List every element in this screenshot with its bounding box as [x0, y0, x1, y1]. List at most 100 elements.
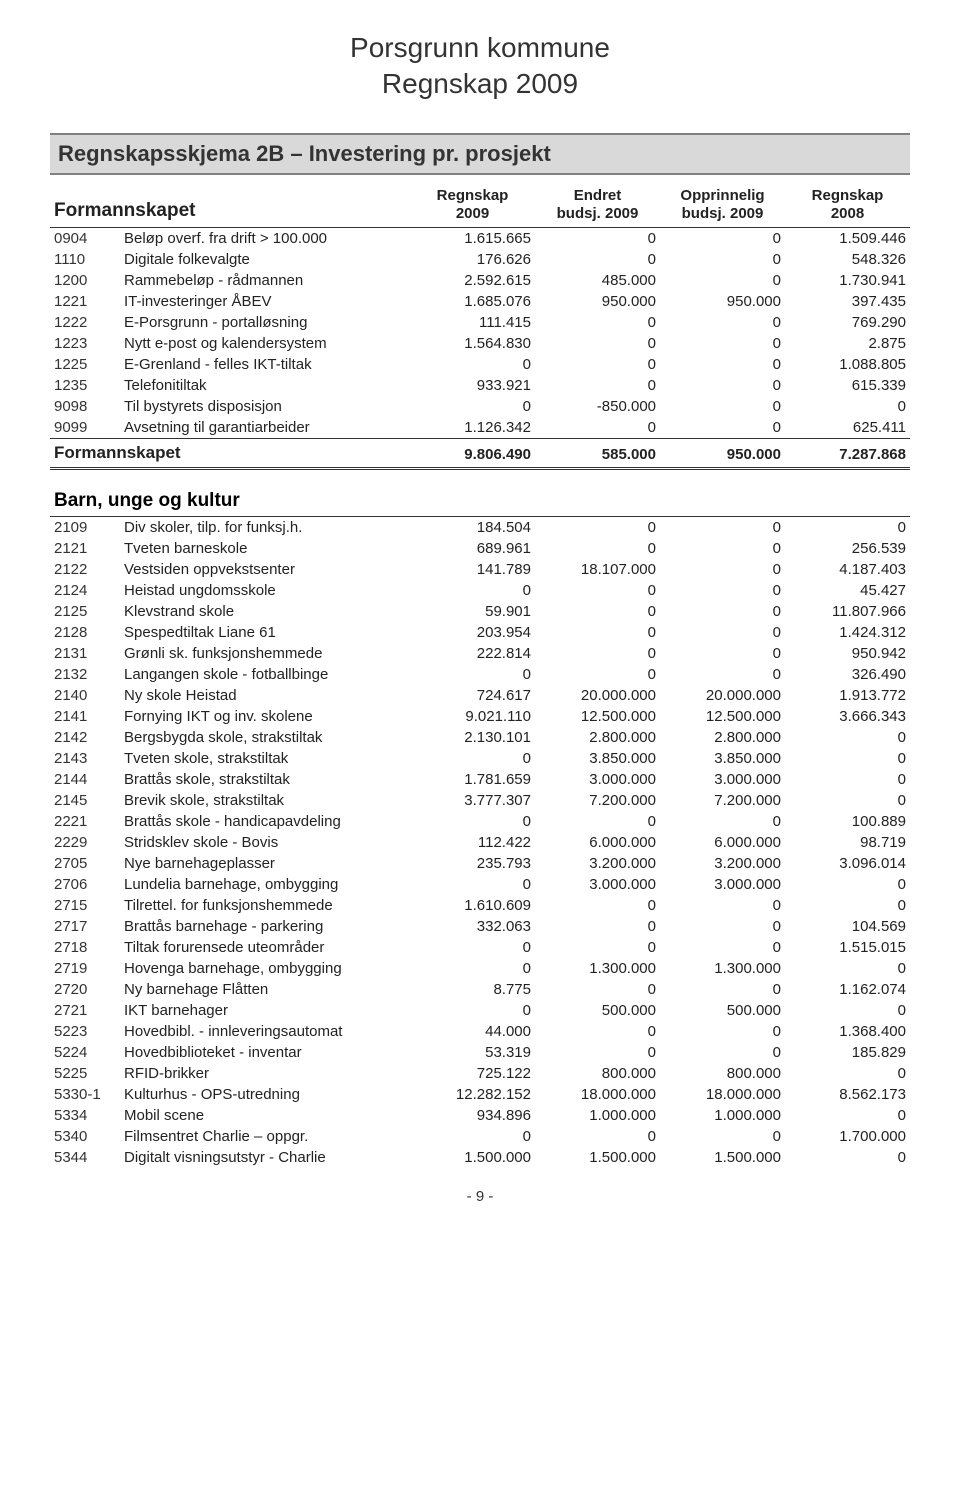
row-value: 0	[535, 937, 660, 958]
row-description: Bergsbygda skole, strakstiltak	[120, 727, 410, 748]
row-value: 326.490	[785, 664, 910, 685]
row-value: 0	[660, 1042, 785, 1063]
table-row: 2721IKT barnehager0500.000500.0000	[50, 1000, 910, 1021]
row-description: Filmsentret Charlie – oppgr.	[120, 1126, 410, 1147]
schema-header: Regnskapsskjema 2B – Investering pr. pro…	[50, 133, 910, 175]
row-description: Digitalt visningsutstyr - Charlie	[120, 1147, 410, 1168]
row-value: 203.954	[410, 622, 535, 643]
row-code: 2141	[50, 706, 120, 727]
row-value: 934.896	[410, 1105, 535, 1126]
row-value: 3.850.000	[535, 748, 660, 769]
row-description: Hovenga barnehage, ombygging	[120, 958, 410, 979]
row-value: 2.800.000	[660, 727, 785, 748]
row-value: 3.000.000	[535, 874, 660, 895]
col-opprinnelig-budsj: Opprinnelig budsj. 2009	[660, 185, 785, 228]
row-value: 141.789	[410, 559, 535, 580]
row-code: 2706	[50, 874, 120, 895]
table-row: 2109Div skoler, tilp. for funksj.h.184.5…	[50, 517, 910, 538]
table-row: 2715Tilrettel. for funksjonshemmede1.610…	[50, 895, 910, 916]
row-value: 0	[660, 580, 785, 601]
row-description: Grønli sk. funksjonshemmede	[120, 643, 410, 664]
row-value: 0	[535, 622, 660, 643]
row-description: Hovedbibl. - innleveringsautomat	[120, 1021, 410, 1042]
row-value: 0	[785, 748, 910, 769]
table-row: 1225E-Grenland - felles IKT-tiltak0001.0…	[50, 354, 910, 375]
row-value: 0	[660, 559, 785, 580]
row-value: 1.615.665	[410, 227, 535, 249]
row-value: 0	[785, 1063, 910, 1084]
row-description: RFID-brikker	[120, 1063, 410, 1084]
page-number: - 9 -	[50, 1188, 910, 1205]
row-value: 0	[535, 1042, 660, 1063]
table-row: 2131Grønli sk. funksjonshemmede222.81400…	[50, 643, 910, 664]
row-value: 112.422	[410, 832, 535, 853]
row-code: 1221	[50, 291, 120, 312]
table-row: 9099Avsetning til garantiarbeider1.126.3…	[50, 417, 910, 439]
row-code: 1225	[50, 354, 120, 375]
table-row: 2142Bergsbygda skole, strakstiltak2.130.…	[50, 727, 910, 748]
title-line-1: Porsgrunn kommune	[50, 30, 910, 66]
row-value: 0	[785, 790, 910, 811]
col-regnskap-2008: Regnskap 2008	[785, 185, 910, 228]
row-value: 0	[535, 354, 660, 375]
section1-total-row: Formannskapet 9.806.490 585.000 950.000 …	[50, 438, 910, 468]
row-description: Nytt e-post og kalendersystem	[120, 333, 410, 354]
row-value: 222.814	[410, 643, 535, 664]
section1-title: Formannskapet	[50, 185, 410, 228]
row-code: 5225	[50, 1063, 120, 1084]
row-value: 59.901	[410, 601, 535, 622]
row-description: Vestsiden oppvekstsenter	[120, 559, 410, 580]
row-code: 2128	[50, 622, 120, 643]
row-value: 11.807.966	[785, 601, 910, 622]
table-row: 2140Ny skole Heistad724.61720.000.00020.…	[50, 685, 910, 706]
row-value: 20.000.000	[660, 685, 785, 706]
table-row: 2705Nye barnehageplasser235.7933.200.000…	[50, 853, 910, 874]
row-value: 1.162.074	[785, 979, 910, 1000]
row-value: 0	[785, 396, 910, 417]
row-code: 1222	[50, 312, 120, 333]
row-value: 485.000	[535, 270, 660, 291]
row-value: 0	[535, 643, 660, 664]
table-row: 2121Tveten barneskole689.96100256.539	[50, 538, 910, 559]
row-value: 800.000	[660, 1063, 785, 1084]
row-value: 1.515.015	[785, 937, 910, 958]
row-value: 2.592.615	[410, 270, 535, 291]
row-value: 1.500.000	[535, 1147, 660, 1168]
table-row: 2124Heistad ungdomsskole00045.427	[50, 580, 910, 601]
row-description: Brattås barnehage - parkering	[120, 916, 410, 937]
row-code: 2721	[50, 1000, 120, 1021]
table-row: 9098Til bystyrets disposisjon0-850.00000	[50, 396, 910, 417]
row-description: E-Porsgrunn - portalløsning	[120, 312, 410, 333]
table-row: 2122Vestsiden oppvekstsenter141.78918.10…	[50, 559, 910, 580]
row-value: 0	[535, 895, 660, 916]
row-value: 0	[660, 417, 785, 439]
section1-total-v2: 950.000	[660, 438, 785, 468]
row-code: 2121	[50, 538, 120, 559]
row-value: 20.000.000	[535, 685, 660, 706]
row-description: Telefonitiltak	[120, 375, 410, 396]
column-header-row: Formannskapet Regnskap 2009 Endret budsj…	[50, 185, 910, 228]
row-code: 9098	[50, 396, 120, 417]
row-value: 9.021.110	[410, 706, 535, 727]
row-description: Tiltak forurensede uteområder	[120, 937, 410, 958]
row-value: 0	[410, 1126, 535, 1147]
row-value: 1.685.076	[410, 291, 535, 312]
row-description: Mobil scene	[120, 1105, 410, 1126]
formannskapet-table: Formannskapet Regnskap 2009 Endret budsj…	[50, 185, 910, 470]
row-value: 2.130.101	[410, 727, 535, 748]
row-value: 950.942	[785, 643, 910, 664]
section1-total-v1: 585.000	[535, 438, 660, 468]
row-value: 0	[785, 727, 910, 748]
row-value: 0	[535, 375, 660, 396]
row-value: 100.889	[785, 811, 910, 832]
row-description: Fornying IKT og inv. skolene	[120, 706, 410, 727]
row-code: 2719	[50, 958, 120, 979]
row-code: 2717	[50, 916, 120, 937]
table-row: 2718Tiltak forurensede uteområder0001.51…	[50, 937, 910, 958]
table-row: 2145Brevik skole, strakstiltak3.777.3077…	[50, 790, 910, 811]
row-value: 1.500.000	[660, 1147, 785, 1168]
page-title: Porsgrunn kommune Regnskap 2009	[50, 30, 910, 103]
row-value: 8.562.173	[785, 1084, 910, 1105]
row-value: 0	[660, 354, 785, 375]
table-row: 5344Digitalt visningsutstyr - Charlie1.5…	[50, 1147, 910, 1168]
